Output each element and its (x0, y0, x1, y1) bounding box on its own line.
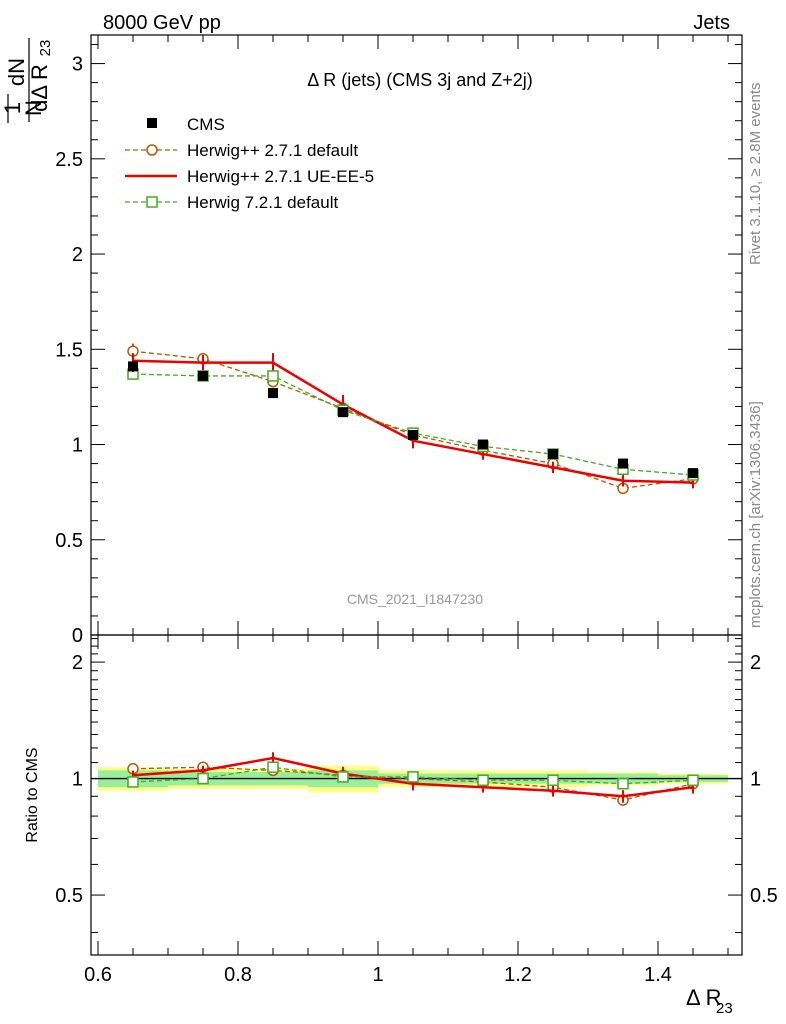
header-left-text: 8000 GeV pp (103, 12, 221, 34)
chart-title: Δ R (jets) (CMS 3j and Z+2j) (307, 70, 533, 90)
series-marker-square (127, 776, 139, 788)
xlabel-sub: 23 (716, 1000, 733, 1017)
series-marker-square (687, 774, 699, 787)
axis-ticks: 0 0.5 1 1.5 2 2.5 3 0.5 0.5 1 1 2 2 0.6 0.8 1 1.2 1.4 (55, 35, 778, 986)
data-point (128, 361, 138, 372)
legend-marker-cms (147, 118, 157, 128)
analysis-watermark: CMS_2021_I1847230 (347, 591, 483, 607)
xlabel: Δ R 23 (686, 985, 733, 1017)
series-marker-square (617, 777, 629, 790)
data-point (408, 430, 418, 440)
legend-label: Herwig++ 2.7.1 default (187, 141, 358, 160)
main-ylabel: 1 N dN dΔ R 23 (0, 38, 54, 123)
series-marker-square (407, 771, 419, 783)
series-marker-circle (146, 144, 158, 156)
ratio-series-layer (127, 752, 699, 806)
main-y-tick-label: 2 (72, 244, 83, 266)
ylabel-prefix-num: 1 (0, 102, 25, 114)
header-right-text: Jets (693, 12, 730, 34)
ratio-plot-frame (90, 634, 743, 956)
series-marker-square (146, 196, 158, 208)
x-tick-label: 1 (372, 964, 383, 986)
main-y-tick-label: 2.5 (55, 149, 83, 171)
x-tick-label: 1.4 (644, 964, 672, 986)
data-point (618, 458, 628, 469)
legend-label: Herwig 7.2.1 default (187, 193, 338, 212)
series-marker-square (267, 761, 279, 773)
legend-label-cms: CMS (187, 115, 225, 134)
ylabel-den-sub: 23 (37, 40, 54, 57)
main-y-tick-label: 1.5 (55, 339, 83, 361)
legend-label: Herwig++ 2.7.1 UE-EE-5 (187, 167, 374, 186)
ylabel-num: dN (4, 58, 29, 86)
series-marker-square (547, 774, 559, 787)
data-point (548, 449, 558, 460)
series-marker-square (337, 771, 349, 783)
series-marker-square (267, 370, 279, 382)
ratio-y-tick-label-right: 0.5 (750, 885, 778, 907)
legend: CMS Herwig++ 2.7.1 default Herwig++ 2.7.1 … (125, 115, 374, 212)
data-point (478, 439, 488, 450)
xlabel-text: Δ R (686, 985, 721, 1010)
series-line (132, 359, 694, 484)
data-point (198, 370, 208, 381)
series-line (132, 373, 694, 476)
series-marker-square (477, 774, 489, 787)
main-y-tick-label: 0.5 (55, 530, 83, 552)
ratio-y-tick-label-right: 2 (750, 652, 761, 674)
ylabel-prefix-den: N (21, 100, 46, 116)
ratio-y-tick-label: 2 (72, 652, 83, 674)
x-tick-label: 1.2 (504, 964, 532, 986)
ratio-y-tick-label-right: 1 (750, 769, 761, 791)
data-point (338, 407, 348, 418)
series-line (132, 350, 694, 489)
main-y-tick-label: 3 (72, 54, 83, 76)
ratio-y-tick-label: 1 (72, 769, 83, 791)
mcplots-text: mcplots.cern.ch [arXiv:1306.3436] (747, 401, 764, 628)
rivet-version-text: Rivet 3.1.10, ≥ 2.8M events (747, 83, 764, 266)
main-series-layer (127, 343, 699, 495)
x-tick-label: 0.8 (224, 964, 252, 986)
main-y-tick-label: 0 (72, 625, 83, 647)
x-tick-label: 0.6 (84, 964, 112, 986)
ratio-y-tick-label: 0.5 (55, 885, 83, 907)
data-point (268, 388, 278, 399)
data-point (688, 468, 698, 479)
ylabel-den: dΔ R (27, 64, 52, 112)
main-y-tick-label: 1 (72, 435, 83, 457)
series-marker-square (197, 772, 209, 785)
ratio-ylabel: Ratio to CMS (24, 747, 41, 842)
